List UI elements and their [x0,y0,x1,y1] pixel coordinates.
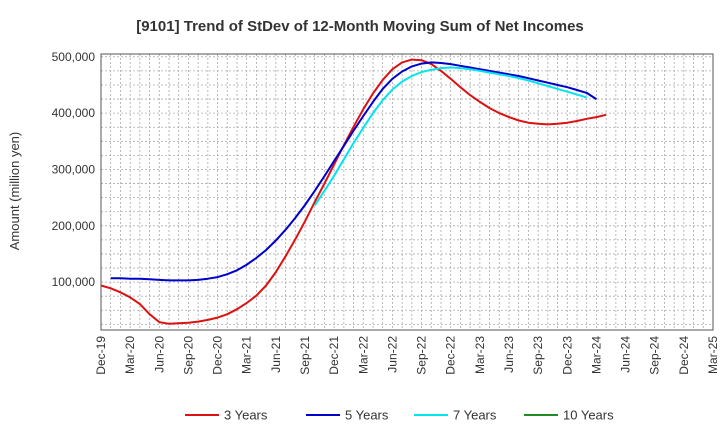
y-tick-label: 400,000 [52,106,96,120]
x-tick-label: Mar-24 [589,336,603,374]
y-axis-label: Amount (million yen) [7,132,22,251]
x-tick-label: Dec-20 [211,336,225,375]
y-tick-label: 100,000 [52,275,96,289]
y-tick-label: 500,000 [52,50,96,64]
legend-label: 3 Years [224,408,268,423]
chart-title: [9101] Trend of StDev of 12-Month Moving… [136,18,584,35]
x-tick-label: Dec-21 [327,336,341,375]
x-tick-label: Sep-23 [531,336,545,375]
y-tick-label: 200,000 [52,219,96,233]
x-tick-label: Jun-24 [619,336,633,373]
x-tick-label: Mar-21 [240,336,254,374]
x-tick-label: Mar-22 [356,336,370,374]
x-tick-label: Sep-24 [648,336,662,375]
plot-border [100,53,714,331]
x-tick-label: Mar-25 [706,336,720,374]
x-tick-label: Sep-22 [415,336,429,375]
x-tick-label: Dec-23 [560,336,574,375]
x-tick-label: Dec-19 [94,336,108,375]
series-line-3-years [100,58,607,325]
series-lines [100,58,607,325]
x-tick-label: Mar-20 [123,336,137,374]
grid [101,54,713,330]
legend-label: 10 Years [563,408,614,423]
x-tick-label: Sep-21 [298,336,312,375]
plot-area [101,54,713,330]
x-tick-label: Jun-22 [385,336,399,373]
legend: 3 Years 5 Years 7 Years 10 Years [185,408,614,423]
series-line-5-years [110,61,597,282]
legend-label: 5 Years [345,408,389,423]
x-tick-label: Dec-24 [677,336,691,375]
x-tick-label: Dec-22 [444,336,458,375]
x-tick-label: Sep-20 [181,336,195,375]
x-tick-label: Jun-20 [152,336,166,373]
y-tick-label: 300,000 [52,162,96,176]
series-line-7-years [313,66,587,207]
x-tick-label: Jun-21 [269,336,283,373]
x-tick-label: Mar-23 [473,336,487,374]
legend-label: 7 Years [453,408,497,423]
x-ticks: Dec-19 Mar-20 Jun-20 Sep-20 Dec-20 Mar-21 Jun-… [94,336,720,375]
y-ticks: 100,000 200,000 300,000 400,000 500,000 [52,50,96,289]
x-tick-label: Jun-23 [502,336,516,373]
